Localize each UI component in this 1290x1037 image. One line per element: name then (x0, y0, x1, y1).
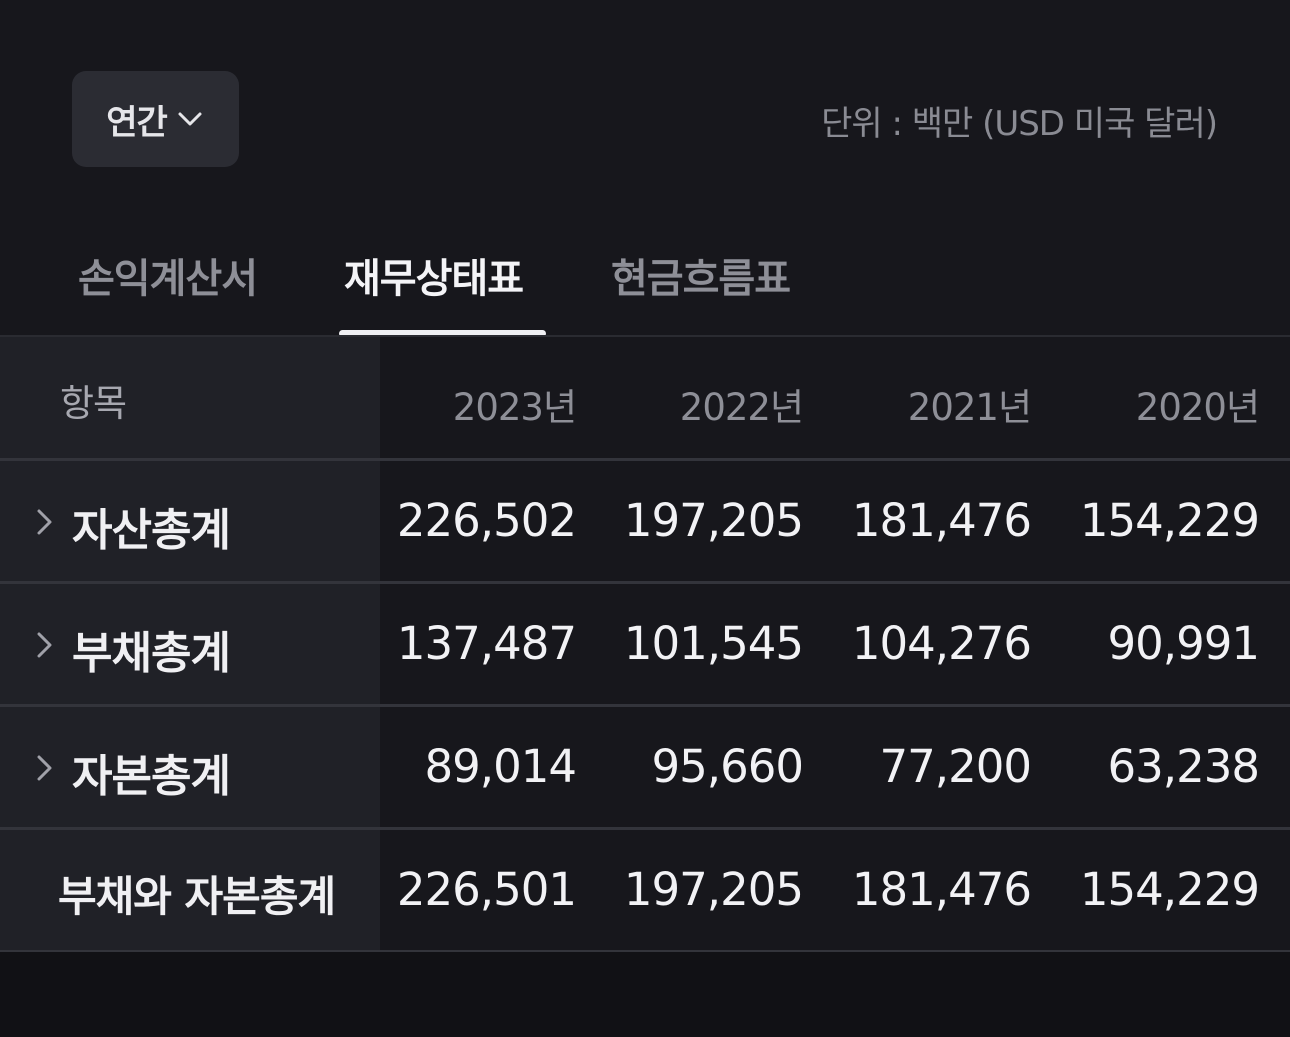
chevron-right-icon[interactable] (34, 628, 56, 662)
cell-value: 197,205 (623, 863, 804, 916)
row-label: 부채총계 (72, 628, 231, 679)
row-label: 자본총계 (72, 751, 231, 802)
row-label: 부채와 자본총계 (58, 872, 336, 921)
chevron-down-icon (178, 112, 202, 126)
table-row-total-assets[interactable]: 자산총계 226,502 197,205 181,476 154,229 (0, 461, 1290, 584)
table-row-liabilities-and-equity: 부채와 자본총계 226,501 197,205 181,476 154,229 (0, 830, 1290, 953)
cell-value: 226,501 (396, 863, 577, 916)
cell-value: 154,229 (1079, 863, 1260, 916)
header-year: 2023년 (452, 386, 577, 429)
balance-sheet-table: 항목 2023년 2022년 2021년 2020년 자산총계 226,502 … (0, 337, 1290, 953)
active-tab-indicator (339, 330, 546, 337)
header-item-label: 항목 (60, 382, 127, 425)
cell-value: 226,502 (396, 494, 577, 547)
tab-balance-sheet[interactable]: 재무상태표 (344, 256, 524, 302)
tab-cash-flow[interactable]: 현금흐름표 (611, 256, 791, 302)
cell-value: 197,205 (623, 494, 804, 547)
header-year: 2021년 (907, 386, 1032, 429)
chevron-right-icon[interactable] (34, 751, 56, 785)
cell-value: 90,991 (1107, 617, 1260, 670)
cell-value: 104,276 (851, 617, 1032, 670)
table-header-row: 항목 2023년 2022년 2021년 2020년 (0, 337, 1290, 461)
period-dropdown-label: 연간 (106, 102, 168, 143)
cell-value: 181,476 (851, 863, 1032, 916)
cell-value: 154,229 (1079, 494, 1260, 547)
cell-value: 63,238 (1107, 740, 1260, 793)
cell-value: 137,487 (396, 617, 577, 670)
chevron-right-icon[interactable] (34, 505, 56, 539)
statement-tabs: 손익계산서 재무상태표 현금흐름표 (0, 230, 1290, 337)
bottom-area (0, 952, 1290, 1037)
table-row-total-liabilities[interactable]: 부채총계 137,487 101,545 104,276 90,991 (0, 584, 1290, 707)
header-year: 2020년 (1135, 386, 1260, 429)
table-row-total-equity[interactable]: 자본총계 89,014 95,660 77,200 63,238 (0, 707, 1290, 830)
cell-value: 89,014 (424, 740, 577, 793)
tab-income-statement[interactable]: 손익계산서 (78, 256, 258, 302)
tabs-divider (0, 335, 1290, 337)
header-year: 2022년 (679, 386, 804, 429)
row-label: 자산총계 (72, 505, 231, 556)
cell-value: 95,660 (651, 740, 804, 793)
period-dropdown-button[interactable]: 연간 (72, 71, 239, 167)
unit-label: 단위 : 백만 (USD 미국 달러) (821, 104, 1218, 144)
cell-value: 181,476 (851, 494, 1032, 547)
cell-value: 77,200 (879, 740, 1032, 793)
header-label-cell: 항목 (0, 337, 380, 458)
cell-value: 101,545 (623, 617, 804, 670)
